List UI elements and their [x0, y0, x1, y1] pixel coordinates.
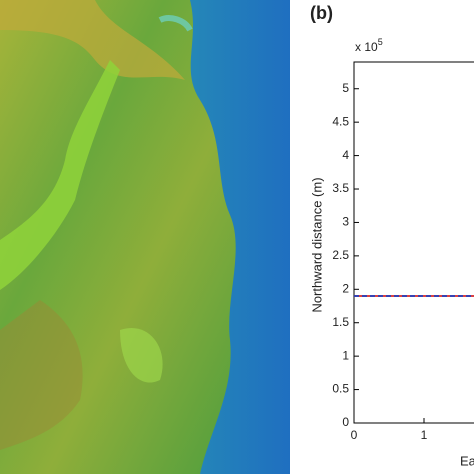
y-scale-note: x 105 [355, 37, 383, 54]
y-tick-label: 2.5 [332, 248, 349, 262]
y-tick-label: 2 [342, 281, 349, 295]
y-scale-power: 5 [378, 37, 383, 47]
y-tick-label: 1.5 [332, 315, 349, 329]
river-plain [0, 60, 120, 290]
y-tick-label: 3.5 [332, 181, 349, 195]
terrain-map [0, 0, 290, 474]
y-tick-label: 4 [342, 148, 349, 162]
panel-label: (b) [310, 3, 333, 23]
y-tick-label: 3 [342, 215, 349, 229]
x-tick-label: 1 [421, 428, 428, 442]
x-axis-label: Ea [460, 453, 474, 468]
y-tick-label: 4.5 [332, 114, 349, 128]
x-tick-label: 0 [351, 428, 358, 442]
highland [0, 0, 185, 80]
y-tick-label: 0 [342, 415, 349, 429]
y-tick-label: 0.5 [332, 382, 349, 396]
y-axis-label: Northward distance (m) [309, 177, 324, 312]
y-tick-label: 1 [342, 348, 349, 362]
y-scale-base: x 10 [355, 40, 378, 54]
y-tick-label: 5 [342, 81, 349, 95]
plot-area [353, 61, 474, 424]
hills [0, 300, 83, 450]
coast [158, 15, 193, 32]
basin [120, 328, 163, 383]
